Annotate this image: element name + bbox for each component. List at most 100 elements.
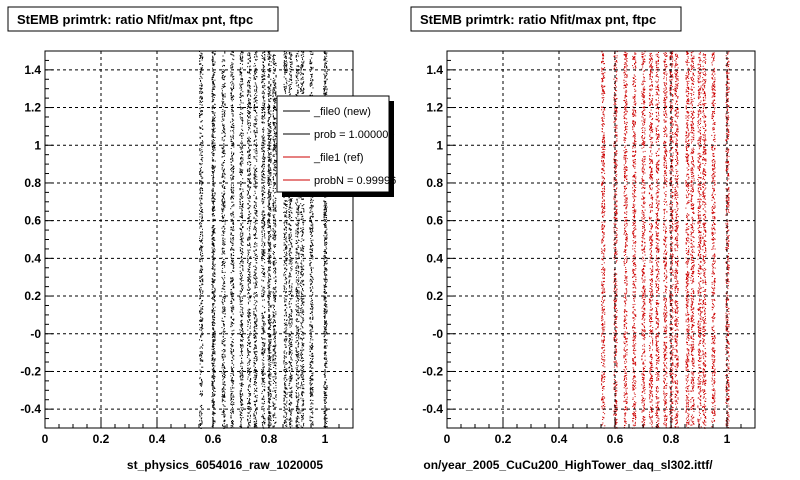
data-point xyxy=(256,340,257,342)
data-point xyxy=(201,192,203,194)
data-point xyxy=(242,132,244,134)
data-point xyxy=(223,146,225,148)
data-point xyxy=(247,259,249,261)
data-point xyxy=(264,107,266,109)
data-point xyxy=(256,397,258,399)
data-point xyxy=(256,95,258,97)
data-point xyxy=(230,105,232,107)
data-point xyxy=(211,213,213,215)
data-point xyxy=(242,313,244,315)
data-point xyxy=(230,347,232,349)
data-point xyxy=(261,285,263,287)
data-point xyxy=(241,244,243,246)
data-point xyxy=(214,54,215,56)
data-point xyxy=(263,214,265,216)
data-point xyxy=(264,251,266,253)
data-point xyxy=(214,166,216,168)
data-point xyxy=(200,142,202,144)
data-point xyxy=(264,390,266,392)
data-point xyxy=(224,96,226,98)
data-point xyxy=(201,233,203,235)
data-point xyxy=(247,197,249,199)
data-point xyxy=(273,110,275,111)
data-point xyxy=(223,209,225,211)
data-point xyxy=(202,281,204,283)
data-point xyxy=(233,237,234,239)
data-point xyxy=(200,302,202,304)
data-point xyxy=(213,210,215,211)
data-point xyxy=(263,122,265,124)
data-point xyxy=(254,234,256,236)
data-point xyxy=(224,405,226,407)
data-point xyxy=(270,115,272,117)
data-point xyxy=(267,192,269,194)
data-point xyxy=(256,423,258,425)
data-point xyxy=(231,425,233,427)
data-point xyxy=(253,78,255,80)
data-point xyxy=(262,344,264,346)
data-point xyxy=(269,372,271,374)
data-point xyxy=(241,340,243,341)
data-point xyxy=(230,317,232,319)
data-point xyxy=(268,109,270,111)
data-point xyxy=(214,265,216,267)
data-point xyxy=(200,80,202,82)
data-point xyxy=(213,324,215,326)
data-point xyxy=(241,343,243,345)
data-point xyxy=(270,181,272,183)
data-point xyxy=(275,234,277,236)
data-point xyxy=(262,163,264,165)
data-point xyxy=(248,52,250,54)
data-point xyxy=(232,281,233,283)
data-point xyxy=(270,226,271,227)
data-point xyxy=(262,112,263,114)
data-point xyxy=(214,160,216,162)
data-point xyxy=(241,349,242,351)
data-point xyxy=(247,255,249,257)
data-point xyxy=(201,325,203,327)
data-point xyxy=(261,390,263,392)
data-point xyxy=(213,281,215,283)
data-point xyxy=(240,394,242,395)
data-point xyxy=(263,134,264,136)
data-point xyxy=(222,109,224,111)
data-point xyxy=(211,309,213,311)
data-point xyxy=(224,344,225,346)
data-point xyxy=(200,205,202,207)
data-point xyxy=(242,340,243,342)
data-point xyxy=(249,81,250,83)
data-point xyxy=(256,100,258,101)
data-point xyxy=(242,261,244,263)
data-point xyxy=(264,159,265,161)
data-point xyxy=(231,54,233,56)
data-point xyxy=(211,159,213,161)
data-point xyxy=(248,361,250,363)
data-point xyxy=(212,168,214,170)
data-point xyxy=(201,163,203,165)
data-point xyxy=(230,391,232,392)
data-point xyxy=(249,173,251,175)
data-point xyxy=(263,268,265,270)
data-point xyxy=(247,184,249,186)
data-point xyxy=(214,71,216,73)
data-point xyxy=(232,58,234,60)
data-point xyxy=(253,227,255,229)
data-point xyxy=(232,344,234,346)
data-point xyxy=(250,164,252,165)
data-point xyxy=(253,357,255,359)
data-point xyxy=(221,399,223,401)
data-point xyxy=(230,197,232,199)
data-point xyxy=(263,72,265,74)
data-point xyxy=(247,238,248,240)
data-point xyxy=(254,225,256,227)
data-point xyxy=(213,231,215,233)
data-point xyxy=(200,159,202,160)
data-point xyxy=(250,221,252,223)
data-point xyxy=(222,161,224,163)
left-title: StEMB primtrk: ratio Nfit/max pnt, ftpc xyxy=(17,12,253,27)
data-point xyxy=(274,68,276,70)
data-point xyxy=(231,155,233,157)
data-point xyxy=(269,235,271,237)
data-point xyxy=(230,177,232,179)
data-point xyxy=(239,297,241,299)
